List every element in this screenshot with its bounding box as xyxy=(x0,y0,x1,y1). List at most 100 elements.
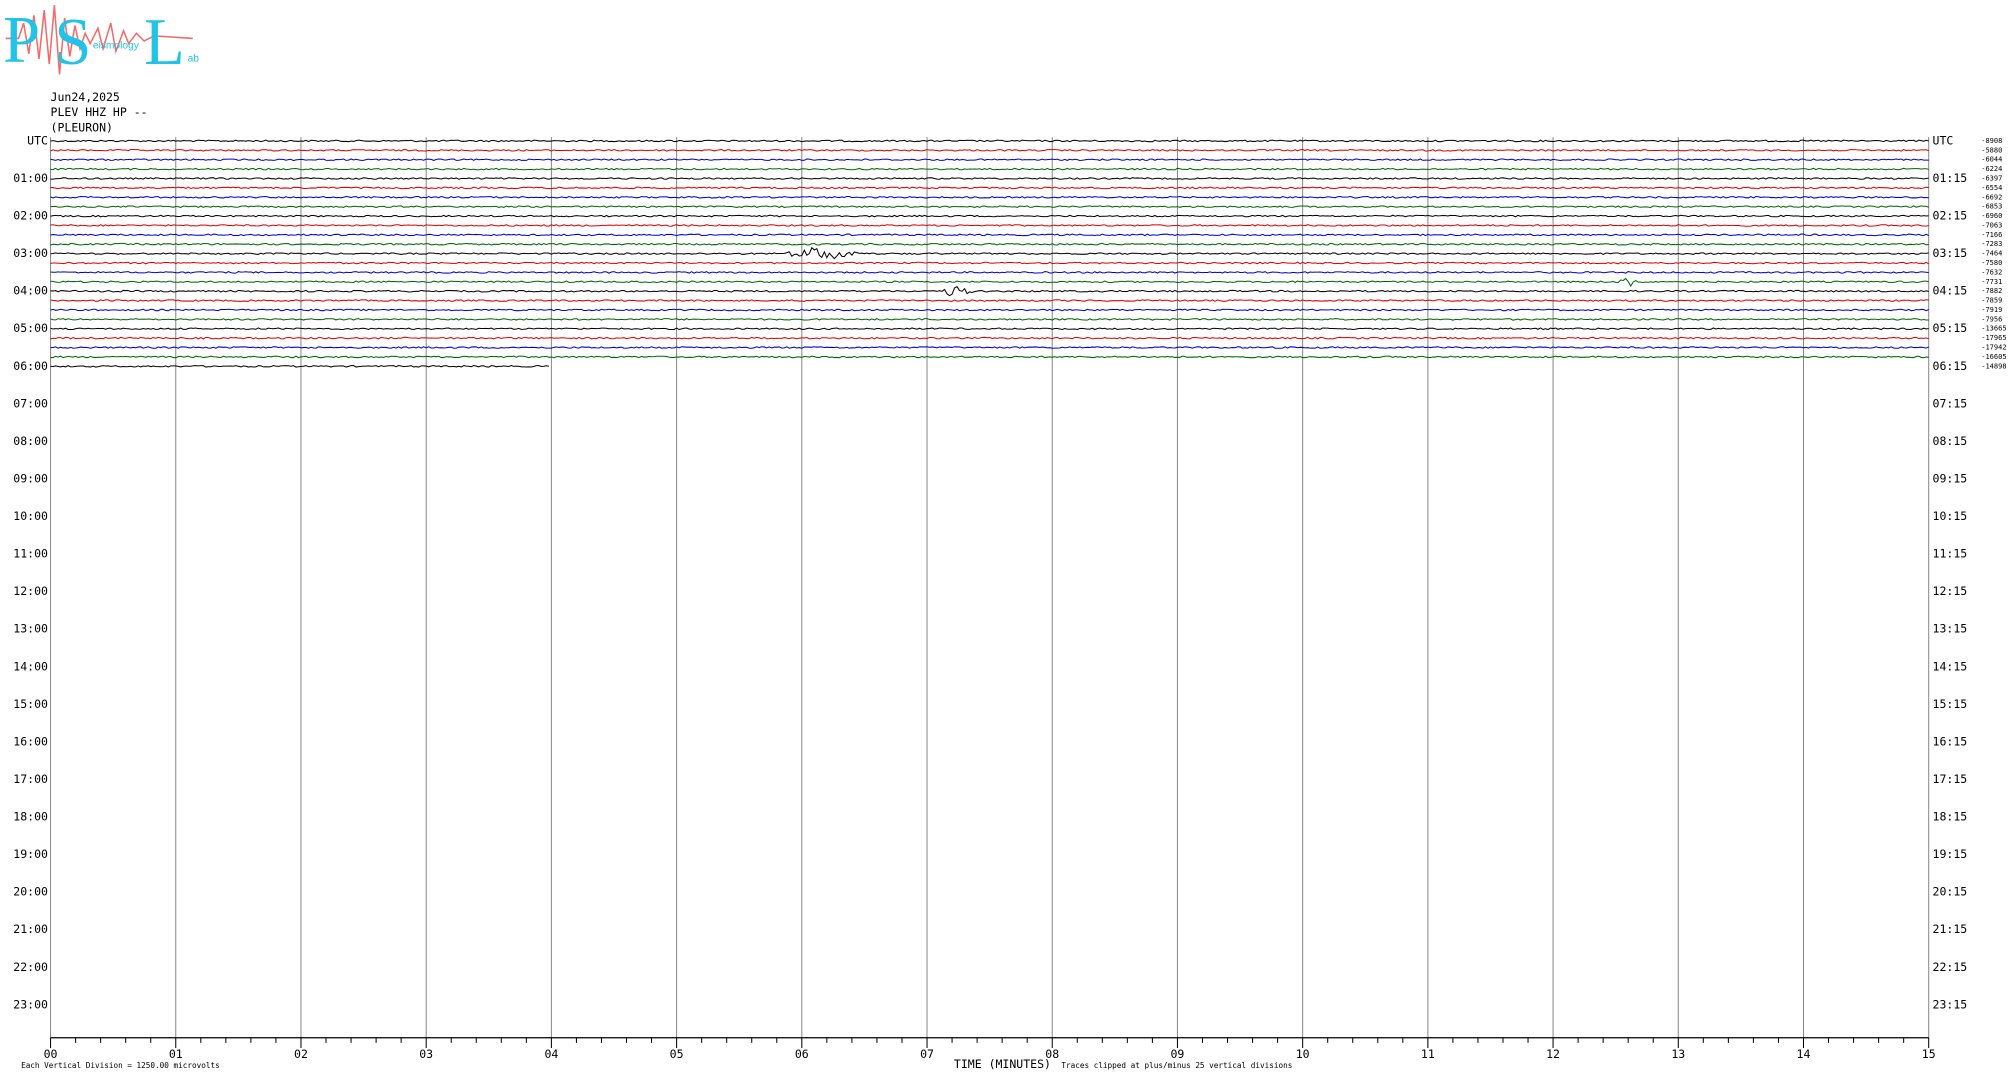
trace xyxy=(50,327,1929,331)
trace-offset: -6044 xyxy=(1981,155,2002,164)
trace-offset: -7464 xyxy=(1981,249,2002,258)
hour-label: 20:15 xyxy=(1933,885,1968,899)
hour-label: 17:00 xyxy=(13,772,48,786)
hour-label: 08:15 xyxy=(1933,434,1968,448)
trace xyxy=(50,346,1929,349)
hour-label: 18:00 xyxy=(13,810,48,824)
trace-offset: -16605 xyxy=(1981,352,2006,361)
labels: 00 01 02 03 04 05 06 07 08 09 10 11 12 13 14 15 UTC 01:00… xyxy=(13,133,2006,1060)
trace-offset: -7919 xyxy=(1981,305,2002,314)
x-tick-label: 11 xyxy=(1421,1047,1435,1061)
hour-label: 21:00 xyxy=(13,922,48,936)
hour-label: 22:15 xyxy=(1933,960,1968,974)
trace-offset: -7166 xyxy=(1981,230,2002,239)
trace xyxy=(50,271,1929,274)
trace-offset: -6960 xyxy=(1981,211,2002,220)
trace-offset: -17942 xyxy=(1981,343,2006,352)
trace-offset: -7580 xyxy=(1981,258,2002,267)
trace-offset: -7956 xyxy=(1981,314,2002,323)
hour-label: 23:15 xyxy=(1933,997,1968,1011)
trace xyxy=(50,261,1929,265)
trace-offset: -7283 xyxy=(1981,239,2002,248)
x-tick-label: 08 xyxy=(1045,1047,1059,1061)
hour-label: 18:15 xyxy=(1933,810,1968,824)
trace xyxy=(50,214,1929,218)
scale-note: Each Vertical Division = 1250.00 microvo… xyxy=(21,1061,220,1070)
x-tick-label: 04 xyxy=(544,1047,558,1061)
hour-label: 01:00 xyxy=(13,171,48,185)
hour-label: 15:00 xyxy=(13,697,48,711)
hour-label: 16:00 xyxy=(13,734,48,748)
hour-label: 16:15 xyxy=(1933,734,1968,748)
trace xyxy=(50,308,1929,312)
trace xyxy=(50,246,1929,260)
hour-label: 17:15 xyxy=(1933,772,1968,786)
station: PLEV HHZ HP -- xyxy=(51,105,148,119)
hour-label: 10:00 xyxy=(13,509,48,523)
date: Jun24,2025 xyxy=(51,90,120,104)
hour-label: 11:00 xyxy=(13,547,48,561)
hour-label: 23:00 xyxy=(13,997,48,1011)
trace xyxy=(50,224,1929,227)
trace-offset: -5880 xyxy=(1981,145,2002,154)
logo-letter: P xyxy=(3,3,40,76)
hour-label: 12:15 xyxy=(1933,584,1968,598)
hour-label: 09:15 xyxy=(1933,471,1968,485)
trace-offset: -6692 xyxy=(1981,192,2002,201)
hour-label: 09:00 xyxy=(13,471,48,485)
hour-label: 07:15 xyxy=(1933,396,1968,410)
hour-label: 15:15 xyxy=(1933,697,1968,711)
trace xyxy=(50,205,1929,208)
hour-label: 05:00 xyxy=(13,321,48,335)
logo: P S L eismology ab xyxy=(3,3,199,79)
trace xyxy=(50,233,1929,237)
hour-label: 02:15 xyxy=(1933,209,1968,223)
trace-offset: -14898 xyxy=(1981,361,2006,370)
logo-word: eismology xyxy=(93,41,140,52)
x-tick-label: 12 xyxy=(1546,1047,1560,1061)
x-tick-label: 07 xyxy=(920,1047,934,1061)
x-tick-label: 13 xyxy=(1671,1047,1685,1061)
x-tick-label: 10 xyxy=(1296,1047,1310,1061)
x-tick-label: 14 xyxy=(1797,1047,1811,1061)
hour-label: 22:00 xyxy=(13,960,48,974)
x-tick-label: 02 xyxy=(294,1047,308,1061)
trace-offset: -7063 xyxy=(1981,220,2002,229)
trace xyxy=(50,299,1929,302)
trace xyxy=(50,336,1929,340)
hour-label: 13:00 xyxy=(13,622,48,636)
hour-label: 02:00 xyxy=(13,209,48,223)
trace xyxy=(50,158,1929,162)
trace xyxy=(50,195,1929,199)
logo-wave xyxy=(5,5,193,75)
x-tick-label: 15 xyxy=(1922,1047,1936,1061)
hour-label: 19:15 xyxy=(1933,847,1968,861)
trace xyxy=(50,186,1929,190)
hour-label: 10:15 xyxy=(1933,509,1968,523)
hour-label: 14:15 xyxy=(1933,659,1968,673)
grid xyxy=(50,137,1930,1048)
hour-label: 04:15 xyxy=(1933,284,1968,298)
trace-offset: -17965 xyxy=(1981,333,2006,342)
hour-label: 20:00 xyxy=(13,885,48,899)
clip-note: Traces clipped at plus/minus 25 vertical… xyxy=(1061,1061,1292,1070)
hour-label: 11:15 xyxy=(1933,547,1968,561)
hour-label: 05:15 xyxy=(1933,321,1968,335)
trace-offset: -6224 xyxy=(1981,164,2002,173)
trace xyxy=(50,277,1929,288)
hour-label: 08:00 xyxy=(13,434,48,448)
x-tick-label: 05 xyxy=(670,1047,684,1061)
hour-label: 21:15 xyxy=(1933,922,1968,936)
x-tick-label: 03 xyxy=(419,1047,433,1061)
trace-offset: -6554 xyxy=(1981,183,2002,192)
trace xyxy=(50,355,1929,359)
trace-offset: -7632 xyxy=(1981,267,2002,276)
traces xyxy=(50,139,1929,368)
trace-offset: -6397 xyxy=(1981,173,2002,182)
hour-label: 01:15 xyxy=(1933,171,1968,185)
trace xyxy=(50,242,1929,246)
trace-offset: -6853 xyxy=(1981,202,2002,211)
trace-offset: -7882 xyxy=(1981,286,2002,295)
site: (PLEURON) xyxy=(51,121,113,135)
